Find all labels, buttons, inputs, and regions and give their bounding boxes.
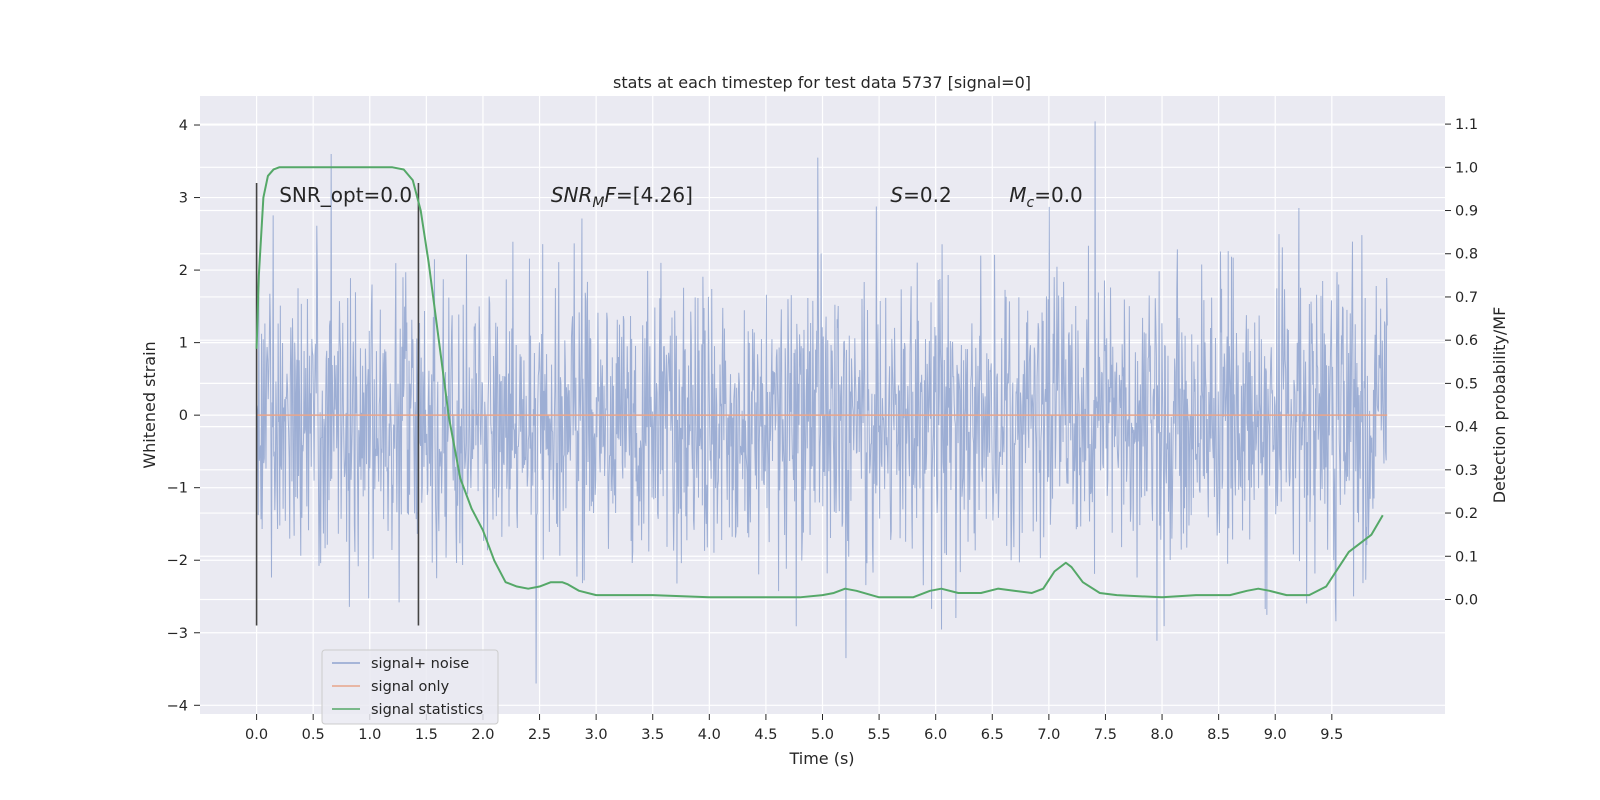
annotation-text: Mc=0.0 xyxy=(1009,183,1083,211)
x-tick-label: 1.0 xyxy=(358,727,381,743)
annotation-text: SNRMF=[4.26] xyxy=(551,183,693,211)
legend-label-noise: signal+ noise xyxy=(371,656,469,672)
annotation-italic-part: M xyxy=(1009,183,1026,207)
y-right-tick-label: 0.6 xyxy=(1455,333,1478,349)
x-tick-label: 9.5 xyxy=(1320,727,1343,743)
x-tick-label: 3.5 xyxy=(641,727,664,743)
x-tick-label: 6.5 xyxy=(981,727,1004,743)
y-right-tick-label: 1.0 xyxy=(1455,160,1478,176)
y-left-tick-label: 2 xyxy=(179,263,188,279)
y-right-tick-label: 0.7 xyxy=(1455,290,1478,306)
annotation-tail: F=[4.26] xyxy=(605,183,693,207)
statistics-series xyxy=(255,166,1384,599)
y-left-tick-label: −2 xyxy=(167,553,188,569)
annotation-text: S=0.2 xyxy=(890,183,951,207)
y-right-tick-label: 0.0 xyxy=(1455,592,1478,608)
annotation-italic-part: S xyxy=(890,183,903,207)
x-tick-label: 8.0 xyxy=(1151,727,1174,743)
annotations: SNR_opt=0.0 SNRMF=[4.26] S=0.2 Mc=0.0 xyxy=(279,183,1083,211)
x-tick-label: 8.5 xyxy=(1207,727,1230,743)
y-axis-right-label: Detection probability/MF xyxy=(1490,307,1509,504)
legend-label-signal: signal only xyxy=(371,679,450,695)
x-tick-label: 5.5 xyxy=(868,727,891,743)
y-right-tick-label: 0.1 xyxy=(1455,549,1478,565)
statistics-line xyxy=(255,166,1384,599)
y-left-tick-label: 3 xyxy=(179,191,188,207)
annotation-text: SNR_opt=0.0 xyxy=(279,183,412,207)
noise-series xyxy=(256,121,1388,684)
y-left-tick-label: −4 xyxy=(167,698,188,714)
x-tick-label: 2.5 xyxy=(528,727,551,743)
x-tick-label: 1.5 xyxy=(415,727,438,743)
y-right-tick-label: 0.3 xyxy=(1455,463,1478,479)
y-right-tick-label: 0.5 xyxy=(1455,376,1478,392)
x-tick-label: 7.0 xyxy=(1037,727,1060,743)
y-right-tick-label: 0.8 xyxy=(1455,247,1478,263)
y-right-tick-label: 0.2 xyxy=(1455,506,1478,522)
annotation-tail-italic: F xyxy=(605,183,617,207)
annotation-italic-part: SNR xyxy=(551,183,593,207)
x-tick-label: 0.5 xyxy=(302,727,325,743)
x-tick-label: 5.0 xyxy=(811,727,834,743)
y-left-tick-label: 4 xyxy=(179,118,188,134)
legend-label-statistics: signal statistics xyxy=(371,702,483,718)
x-tick-label: 6.0 xyxy=(924,727,947,743)
x-tick-label: 3.0 xyxy=(585,727,608,743)
annotation-subscript: M xyxy=(592,195,604,211)
y-left-tick-label: 1 xyxy=(179,336,188,352)
noise-line xyxy=(256,121,1388,684)
x-axis-label: Time (s) xyxy=(788,749,854,768)
x-tick-label: 0.0 xyxy=(245,727,268,743)
vertical-markers xyxy=(255,183,420,626)
annotation-tail: =0.2 xyxy=(903,183,952,207)
x-tick-label: 9.0 xyxy=(1264,727,1287,743)
y-axis-left-label: Whitened strain xyxy=(140,341,159,468)
legend: signal+ noise signal only signal statist… xyxy=(321,649,499,725)
annotation-tail-value: =[4.26] xyxy=(616,183,693,207)
y-right-tick-label: 1.1 xyxy=(1455,117,1478,133)
legend-box xyxy=(321,649,499,725)
x-tick-label: 4.5 xyxy=(754,727,777,743)
x-tick-label: 2.0 xyxy=(471,727,494,743)
x-tick-label: 4.0 xyxy=(698,727,721,743)
annotation-subscript: c xyxy=(1027,195,1035,211)
y-left-tick-label: 0 xyxy=(179,408,188,424)
chart-title: stats at each timestep for test data 573… xyxy=(613,73,1031,92)
y-right-tick-label: 0.9 xyxy=(1455,204,1478,220)
y-left-tick-label: −3 xyxy=(167,626,188,642)
axes: 0.0 0.5 1.0 1.5 2.0 2.5 3.0 3.5 4.0 4.5 5.0 5.5 6.0 6… xyxy=(167,117,1478,743)
y-right-tick-label: 0.4 xyxy=(1455,420,1478,436)
y-left-tick-label: −1 xyxy=(167,481,188,497)
x-tick-label: 7.5 xyxy=(1094,727,1117,743)
annotation-tail: =0.0 xyxy=(1034,183,1083,207)
